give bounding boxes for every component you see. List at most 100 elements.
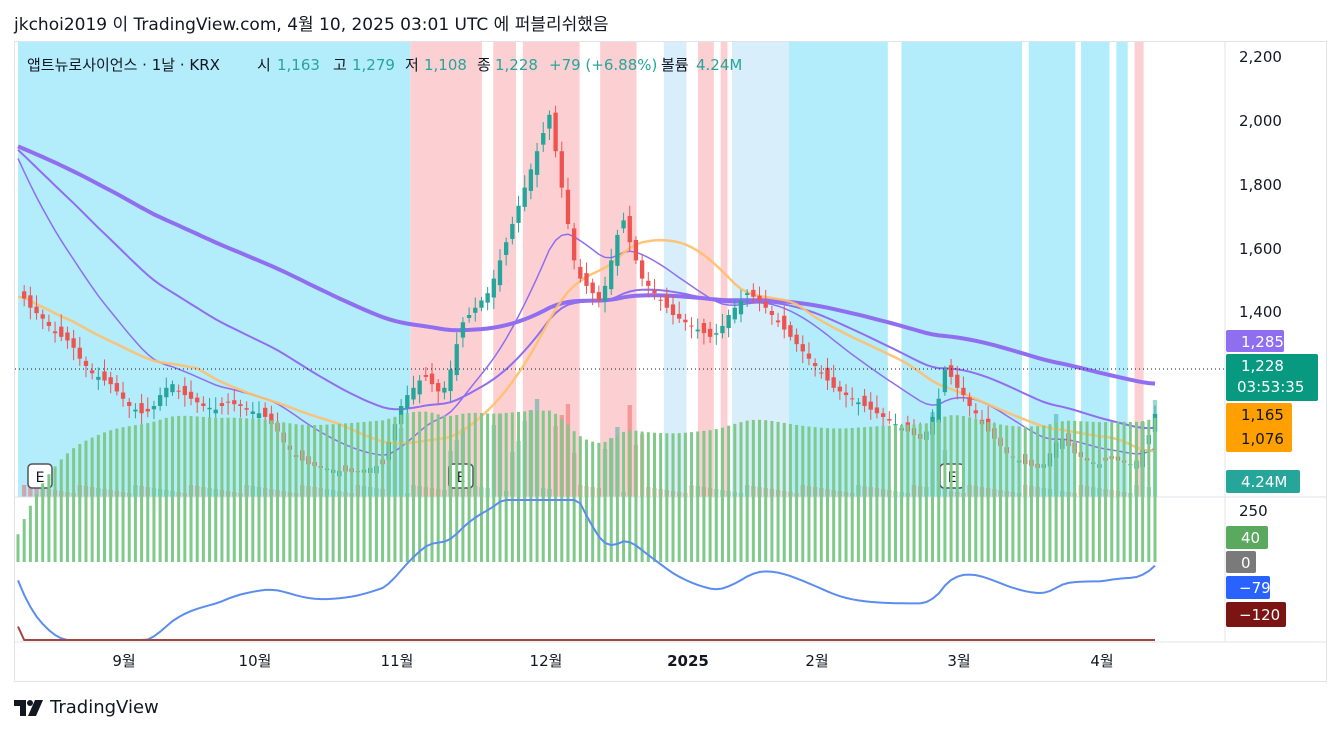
macd-histogram-bar [245, 418, 249, 562]
time-tick: 10월 [239, 652, 272, 670]
candle-body [738, 300, 744, 315]
earnings-marker[interactable]: E [448, 463, 474, 489]
candle-body [256, 413, 262, 419]
candle-body [436, 383, 441, 392]
macd-histogram-bar [53, 466, 57, 562]
regime-band [663, 42, 687, 497]
macd-histogram-bar [1091, 421, 1095, 562]
candle-body [745, 293, 750, 295]
macd-histogram-bar [41, 483, 45, 562]
candle-body [528, 169, 534, 191]
macd-histogram-bar [949, 415, 953, 562]
macd-hist-badge [1226, 526, 1268, 549]
macd-histogram-bar [133, 425, 137, 562]
candle-body [732, 307, 737, 320]
macd-histogram-bar [510, 412, 514, 562]
legend-volume-label: 볼륨 [661, 56, 689, 74]
macd-histogram-bar [492, 413, 496, 562]
macd-histogram-bar [900, 424, 904, 562]
macd-histogram-bar [282, 422, 286, 562]
macd-histogram-bar [696, 431, 700, 562]
candle-body [812, 363, 818, 366]
time-tick: 2월 [805, 652, 828, 670]
macd-histogram-bar [127, 426, 131, 562]
macd-histogram-bar [140, 424, 144, 562]
macd-histogram-bar [850, 427, 854, 562]
macd-histogram-bar [535, 410, 539, 562]
candle-body [553, 112, 558, 152]
macd-histogram-bar [214, 417, 218, 562]
macd-histogram-bar [1060, 421, 1064, 562]
macd-histogram-bar [1079, 421, 1083, 562]
macd-badge [1226, 576, 1270, 599]
candle-body [936, 398, 941, 423]
price-tick: 1,800 [1239, 176, 1282, 194]
time-tick: 9월 [112, 652, 135, 670]
macd-histogram-bar [622, 431, 626, 562]
time-tick: 2025 [667, 652, 709, 670]
candle-body [763, 301, 768, 308]
macd-histogram-bar [943, 416, 947, 562]
macd-histogram-bar [609, 439, 613, 562]
macd-histogram-bar [449, 415, 453, 562]
macd-histogram-bar [1116, 421, 1120, 562]
macd-histogram-bar [597, 442, 601, 562]
macd-histogram-bar [313, 425, 317, 562]
macd-line [17, 499, 1156, 641]
brand[interactable]: TradingView [14, 697, 159, 718]
macd-histogram-bar [758, 419, 762, 562]
background-bands [18, 42, 1144, 497]
macd-histogram-bar [22, 519, 26, 562]
macd-histogram-bar [986, 421, 990, 562]
candle-body [213, 409, 218, 414]
chart-frame[interactable]: 앱트뉴로사이언스 · 1날 · KRX 시 1,163 고 1,279 저 1,… [14, 41, 1327, 682]
earnings-marker[interactable]: E [27, 463, 53, 489]
macd-histogram-bar [1029, 426, 1033, 562]
macd-histogram-bar [603, 441, 607, 562]
candle-body [145, 408, 150, 412]
ma-badge-b: 1,076 [1241, 430, 1284, 448]
macd-histogram-bar [152, 421, 156, 562]
regime-band [1134, 42, 1144, 497]
macd-histogram-bar [702, 430, 706, 562]
candle-body [880, 413, 886, 417]
candle-body [788, 325, 793, 337]
candle-body [646, 280, 651, 286]
macd-histogram-bar [498, 413, 502, 562]
macd-histogram-bar [72, 448, 76, 562]
svg-text:E: E [457, 470, 466, 486]
candle-body [170, 384, 175, 393]
candle-body [423, 375, 428, 377]
time-tick: 3월 [947, 652, 970, 670]
macd-histogram-bar [863, 427, 867, 562]
macd-histogram-bar [486, 413, 490, 562]
candle-body [52, 331, 58, 334]
macd-histogram-bar [640, 431, 644, 562]
candle-body [843, 392, 849, 396]
candle-body [590, 282, 595, 294]
macd-histogram-bar [751, 419, 755, 562]
candle-body [578, 266, 583, 279]
macd-histogram-bar [1147, 419, 1151, 562]
candle-body [65, 332, 70, 341]
macd-histogram-bar [59, 459, 63, 562]
macd-histogram-bar [1042, 425, 1046, 562]
candle-body [176, 390, 181, 392]
macd-histogram-bar [819, 427, 823, 562]
macd-zero-badge [1226, 551, 1256, 573]
macd-histogram [16, 410, 1157, 562]
macd-histogram-bar [300, 424, 304, 562]
macd-histogram-bar [90, 437, 94, 562]
candle-body [201, 403, 206, 406]
candle-body [195, 397, 200, 403]
macd-histogram-bar [362, 421, 366, 562]
signal-line [17, 626, 1155, 641]
macd-histogram-bar [912, 424, 916, 562]
candle-body [497, 260, 503, 286]
chart-svg[interactable]: 앱트뉴로사이언스 · 1날 · KRX 시 1,163 고 1,279 저 1,… [15, 42, 1326, 681]
regime-band [720, 42, 728, 497]
candle-body [182, 385, 188, 396]
candle-body [547, 114, 552, 129]
candle-body [188, 391, 194, 399]
candle-body [670, 304, 676, 315]
